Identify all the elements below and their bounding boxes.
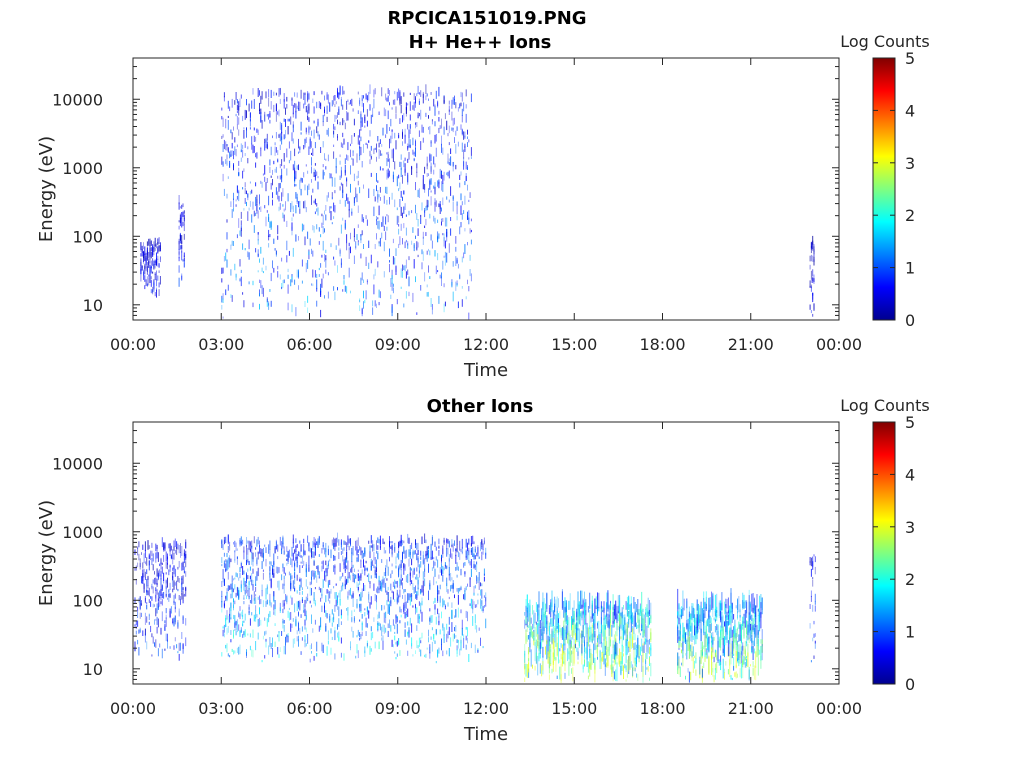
colorbar: Log Counts 0 1 2 3 4 5 xyxy=(840,32,930,330)
x-tick-label: 00:00 xyxy=(816,699,862,718)
figure-title: RPCICA151019.PNG xyxy=(387,8,586,29)
x-tick-label: 15:00 xyxy=(551,335,597,354)
x-tick-label: 06:00 xyxy=(286,335,332,354)
colorbar-tick-label: 0 xyxy=(905,675,915,694)
x-tick-label: 03:00 xyxy=(198,699,244,718)
x-tick-label: 21:00 xyxy=(728,335,774,354)
colorbar: Log Counts 0 1 2 3 4 5 xyxy=(840,396,930,694)
spectrogram-segment xyxy=(524,589,652,684)
x-tick-label: 18:00 xyxy=(639,699,685,718)
y-tick-label: 10 xyxy=(83,660,103,679)
x-tick-label: 03:00 xyxy=(198,335,244,354)
y-axis-label: Energy (eV) xyxy=(36,500,57,606)
x-tick-label: 00:00 xyxy=(110,335,156,354)
x-tick-label: 21:00 xyxy=(728,699,774,718)
colorbar-tick-label: 5 xyxy=(905,413,915,432)
colorbar-gradient xyxy=(872,57,896,321)
y-tick-label: 1000 xyxy=(62,159,103,178)
spectrogram-segment xyxy=(178,195,185,287)
y-tick-label: 10000 xyxy=(52,90,103,109)
spectrogram-segment xyxy=(221,532,487,664)
y-tick-label: 1000 xyxy=(62,523,103,542)
x-tick-label: 09:00 xyxy=(375,335,421,354)
colorbar-tick-label: 1 xyxy=(905,623,915,642)
colorbar-tick-label: 3 xyxy=(905,154,915,173)
y-tick-label: 100 xyxy=(72,591,103,610)
x-tick-label: 15:00 xyxy=(551,699,597,718)
y-tick-label: 100 xyxy=(72,227,103,246)
x-tick-label: 12:00 xyxy=(463,335,509,354)
panel-title: Other Ions xyxy=(427,396,534,417)
spectrogram-segment xyxy=(221,84,472,320)
colorbar-tick-label: 1 xyxy=(905,259,915,278)
x-tick-label: 00:00 xyxy=(110,699,156,718)
colorbar-tick-label: 3 xyxy=(905,518,915,537)
y-axis-label: Energy (eV) xyxy=(36,136,57,242)
colorbar-tick-label: 2 xyxy=(905,570,915,589)
colorbar-label: Log Counts xyxy=(840,396,930,415)
spectrogram-segment xyxy=(809,554,816,663)
spectrogram-segment xyxy=(140,237,161,298)
colorbar-gradient xyxy=(872,421,896,685)
x-axis-label: Time xyxy=(463,724,508,745)
y-tick-label: 10 xyxy=(83,296,103,315)
colorbar-tick-label: 4 xyxy=(905,101,915,120)
colorbar-tick-label: 4 xyxy=(905,465,915,484)
panel-title: H+ He++ Ions xyxy=(409,32,552,53)
spectrogram-segment xyxy=(134,537,187,661)
x-tick-label: 00:00 xyxy=(816,335,862,354)
x-axis-label: Time xyxy=(463,360,508,381)
spectrogram-segment xyxy=(809,235,815,317)
x-tick-label: 18:00 xyxy=(639,335,685,354)
spectrogram-data xyxy=(134,532,816,684)
spectrogram-data xyxy=(140,84,815,320)
colorbar-label: Log Counts xyxy=(840,32,930,51)
colorbar-tick-label: 0 xyxy=(905,311,915,330)
x-tick-label: 09:00 xyxy=(375,699,421,718)
x-tick-label: 12:00 xyxy=(463,699,509,718)
colorbar-tick-label: 2 xyxy=(905,206,915,225)
plot-area xyxy=(133,58,839,320)
x-tick-label: 06:00 xyxy=(286,699,332,718)
y-tick-label: 10000 xyxy=(52,454,103,473)
spectrogram-segment xyxy=(677,588,763,683)
colorbar-tick-label: 5 xyxy=(905,49,915,68)
